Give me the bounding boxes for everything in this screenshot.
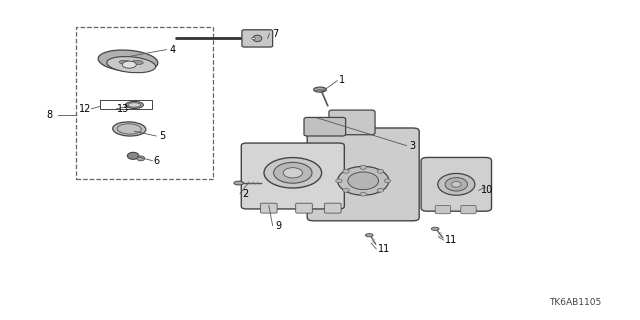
Ellipse shape	[343, 188, 349, 192]
Text: 6: 6	[154, 156, 160, 166]
Ellipse shape	[360, 165, 367, 169]
Text: 11: 11	[445, 235, 457, 245]
Ellipse shape	[122, 61, 136, 68]
FancyBboxPatch shape	[329, 110, 375, 135]
Bar	[100, 100, 152, 109]
FancyBboxPatch shape	[241, 143, 344, 209]
FancyBboxPatch shape	[324, 203, 341, 213]
Ellipse shape	[336, 179, 342, 183]
Ellipse shape	[274, 163, 312, 183]
Ellipse shape	[431, 227, 439, 230]
Text: 4: 4	[170, 44, 176, 55]
Text: 5: 5	[159, 131, 165, 141]
Ellipse shape	[377, 188, 383, 192]
Ellipse shape	[283, 168, 303, 178]
Ellipse shape	[314, 87, 326, 92]
Ellipse shape	[385, 179, 390, 183]
Text: 12: 12	[79, 104, 92, 114]
Ellipse shape	[127, 152, 139, 159]
Ellipse shape	[137, 156, 145, 161]
Ellipse shape	[452, 181, 461, 187]
Ellipse shape	[360, 192, 367, 196]
FancyBboxPatch shape	[307, 128, 419, 221]
Text: 7: 7	[272, 28, 278, 39]
Ellipse shape	[365, 234, 373, 237]
Text: 11: 11	[378, 244, 390, 254]
Ellipse shape	[113, 122, 146, 136]
Text: TK6AB1105: TK6AB1105	[549, 298, 602, 307]
FancyBboxPatch shape	[435, 205, 451, 214]
Ellipse shape	[338, 166, 389, 195]
Ellipse shape	[128, 103, 141, 107]
Ellipse shape	[119, 60, 131, 64]
Text: 2: 2	[242, 188, 248, 199]
FancyBboxPatch shape	[304, 117, 346, 136]
Ellipse shape	[98, 50, 158, 72]
Text: 3: 3	[410, 140, 416, 151]
FancyBboxPatch shape	[421, 157, 492, 211]
Ellipse shape	[252, 37, 255, 39]
Ellipse shape	[445, 178, 468, 191]
Ellipse shape	[125, 101, 143, 108]
Text: 1: 1	[339, 75, 346, 85]
Ellipse shape	[264, 158, 322, 188]
Ellipse shape	[377, 169, 383, 173]
FancyBboxPatch shape	[461, 205, 476, 214]
Text: 9: 9	[275, 220, 282, 231]
Ellipse shape	[107, 57, 156, 73]
Text: 10: 10	[481, 185, 493, 196]
Text: 8: 8	[46, 110, 52, 120]
Text: 13: 13	[116, 104, 129, 114]
Bar	[76, 27, 213, 179]
Ellipse shape	[438, 173, 475, 195]
Ellipse shape	[132, 60, 143, 64]
FancyBboxPatch shape	[296, 203, 312, 213]
Ellipse shape	[234, 181, 244, 185]
FancyBboxPatch shape	[242, 30, 273, 47]
Ellipse shape	[343, 169, 349, 173]
Ellipse shape	[348, 172, 379, 189]
FancyBboxPatch shape	[260, 203, 277, 213]
Ellipse shape	[253, 35, 262, 42]
